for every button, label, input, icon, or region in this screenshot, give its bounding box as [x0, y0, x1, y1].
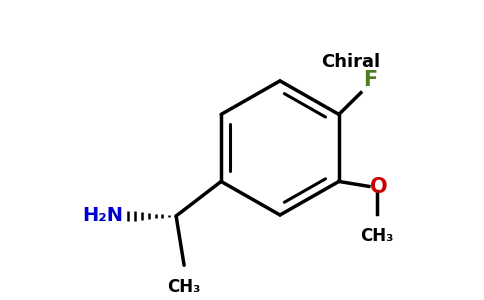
Text: H₂N: H₂N — [82, 206, 123, 226]
Text: F: F — [363, 70, 377, 90]
Text: CH₃: CH₃ — [360, 227, 393, 245]
Text: Chiral: Chiral — [321, 53, 380, 71]
Text: O: O — [370, 177, 388, 197]
Text: CH₃: CH₃ — [167, 278, 201, 296]
